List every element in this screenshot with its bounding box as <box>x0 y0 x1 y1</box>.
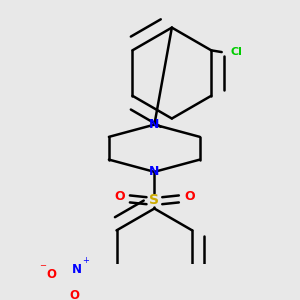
Text: S: S <box>149 193 159 207</box>
Text: Cl: Cl <box>230 47 242 57</box>
Text: N: N <box>149 165 160 178</box>
Text: O: O <box>114 190 125 203</box>
Text: N: N <box>149 118 160 131</box>
Text: O: O <box>184 190 195 203</box>
Text: −: − <box>39 261 46 270</box>
Text: +: + <box>82 256 89 266</box>
Text: O: O <box>46 268 56 281</box>
Text: N: N <box>72 263 82 276</box>
Text: O: O <box>70 290 80 300</box>
